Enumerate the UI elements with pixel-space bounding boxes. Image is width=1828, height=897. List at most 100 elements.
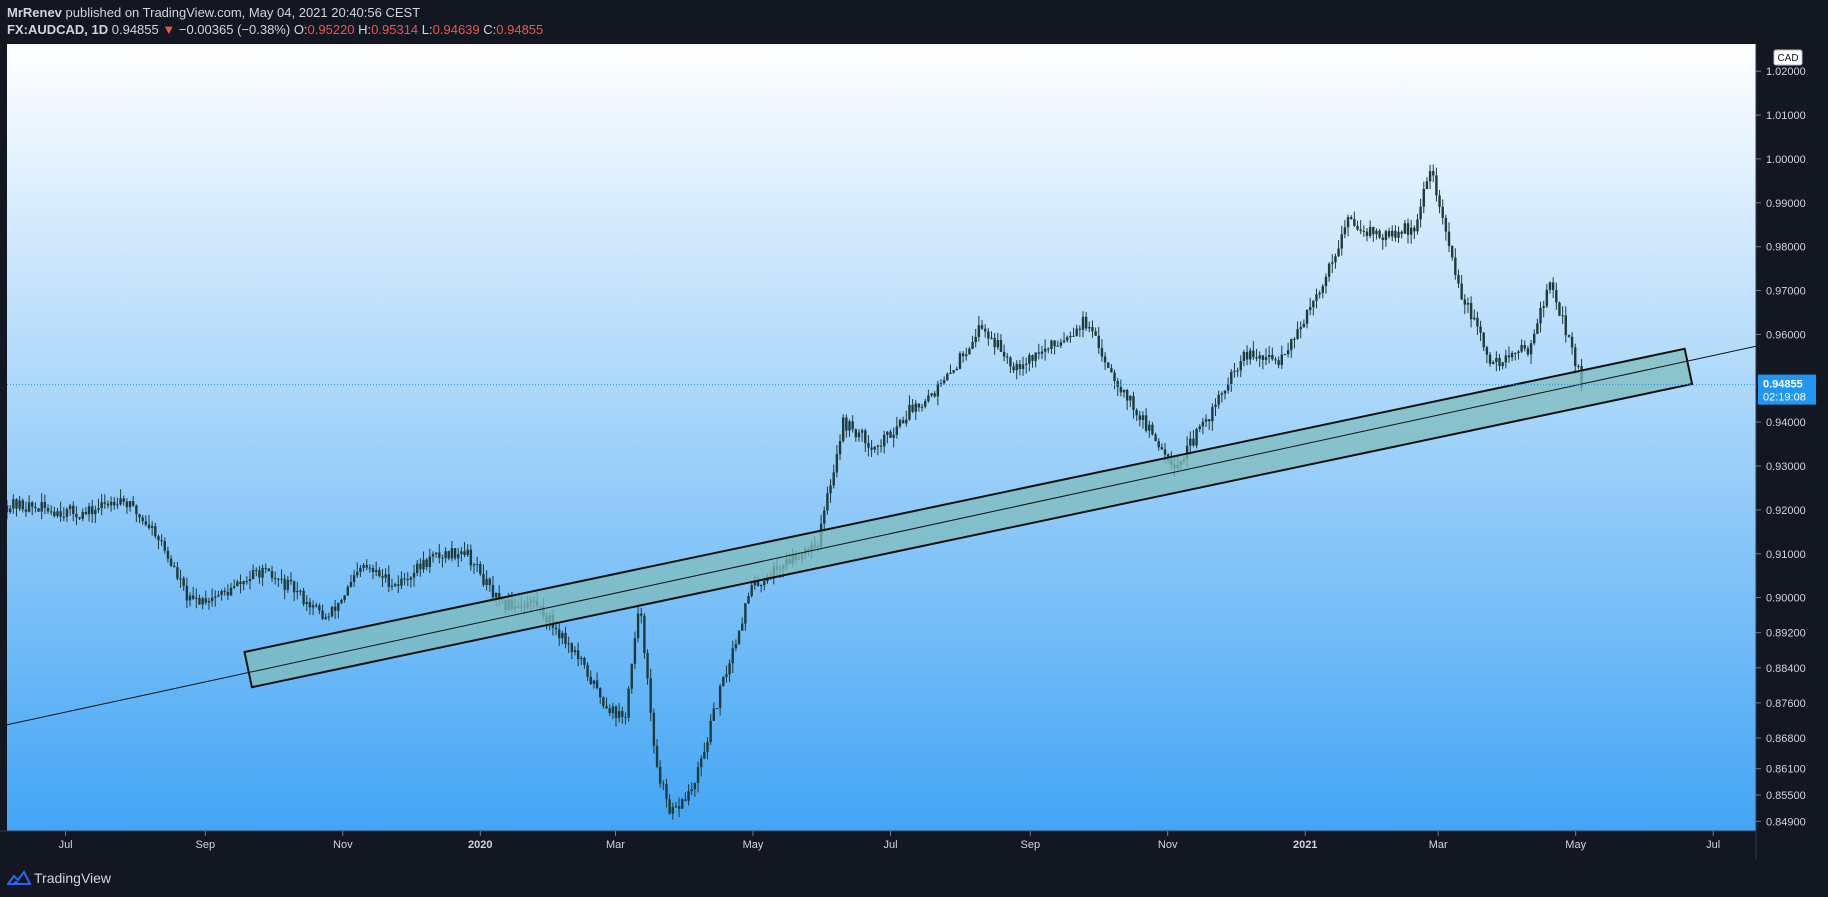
candle [1416,213,1419,235]
candle [1236,367,1239,377]
candle [125,498,129,514]
candle [829,479,832,503]
candle [46,504,50,514]
time-tick: Nov [1158,831,1178,851]
candle [1409,219,1413,244]
candle [378,567,381,578]
price-tick: 0.85500 [1756,790,1806,802]
candle [1069,331,1072,343]
candle [150,521,154,536]
candle [1198,424,1201,433]
candle [1258,351,1261,367]
candle [898,418,902,429]
candle [270,565,274,583]
candle [930,392,933,398]
candle [946,372,949,381]
change-value: −0.00365 (−0.38%) [178,22,291,37]
candle [1018,359,1022,376]
candle [1034,352,1037,368]
candle [239,574,242,594]
candle [393,582,397,588]
candle [337,602,340,619]
candle [889,429,892,438]
candle [1135,408,1138,421]
candle [674,802,678,808]
candle [1113,369,1116,390]
price-axis[interactable]: 1.02000 1.01000 1.00000 0.99000 0.98000 0.970… [1756,66,1806,828]
candle [1428,164,1432,189]
candle [614,704,618,727]
candle [908,395,911,421]
candle [747,592,750,605]
candle [387,565,390,593]
candle [318,603,321,615]
chart-canvas[interactable]: 1.02000 1.01000 1.00000 0.99000 0.98000 0.970… [0,44,1828,860]
trend-line[interactable] [7,345,1756,726]
symbol-legend: FX:AUDCAD, 1D 0.94855 ▼ −0.00365 (−0.38%… [7,22,543,37]
candle [1318,290,1321,299]
candle [1488,352,1492,367]
price-tick: 0.89200 [1756,628,1806,640]
candle [1151,422,1154,436]
candle [1006,352,1009,364]
candle [1160,443,1164,450]
candle [491,575,495,600]
symbol-label[interactable]: FX:AUDCAD, 1D [7,22,109,37]
candle [1469,296,1473,328]
tradingview-brand[interactable]: TradingView [34,870,112,886]
candle [119,489,122,506]
plot-area[interactable] [6,164,1756,820]
candle [1040,346,1044,360]
candle [299,589,302,596]
candle [1075,324,1078,337]
price-tick-label: 0.85500 [1766,790,1806,802]
candle [1084,311,1088,331]
candle [1286,342,1290,358]
candle [927,389,930,403]
candle [1144,408,1148,433]
candle [1062,332,1066,344]
candle [1220,391,1224,403]
time-axis[interactable]: Jul Sep Nov 2020 Mar May Jul Sep Nov 2021 Mar May Ju… [59,831,1721,851]
candle [374,561,378,577]
candle [406,571,409,587]
candle [444,547,447,563]
candle [226,584,230,601]
candle [409,575,413,588]
candle [87,502,91,522]
candle [826,486,829,515]
candle [883,430,886,454]
tradingview-logo-icon[interactable] [7,870,31,886]
time-tick-label: May [743,839,764,851]
candle [974,328,977,348]
low-label: L: [421,22,433,37]
candle [182,576,185,591]
candle [1312,300,1315,316]
candle [1116,377,1119,396]
price-tick: 0.96000 [1756,329,1806,341]
support-channel[interactable] [243,347,1694,689]
candle [400,571,403,590]
candle [1450,245,1454,261]
price-tick-label: 0.89200 [1766,628,1806,640]
candle [485,570,488,591]
candle [706,737,709,760]
candle [737,630,741,645]
candle [703,742,706,760]
candle [1504,349,1508,369]
candle [1479,320,1482,342]
candle [671,802,674,820]
candle [324,613,327,621]
author-name[interactable]: MrRenev [7,5,62,20]
time-tick: Jul [1706,831,1720,851]
candle [78,516,81,521]
candle [469,544,473,571]
candle [971,335,974,350]
currency-label: CAD [1777,53,1798,64]
candle [955,366,958,371]
candle [841,414,845,443]
candle [15,498,18,517]
candle [1211,403,1214,431]
candle [1028,352,1031,372]
candle [1242,349,1246,367]
